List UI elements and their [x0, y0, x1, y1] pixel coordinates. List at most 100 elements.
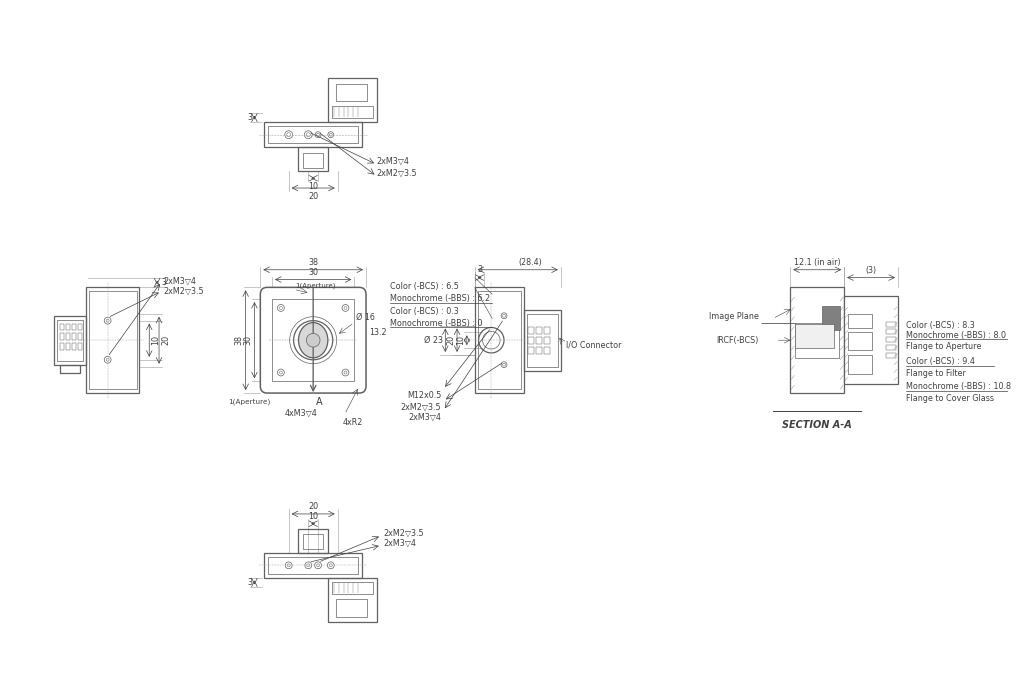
Bar [328, 78, 377, 122]
Bar [58, 320, 82, 360]
Bar [537, 328, 542, 335]
Bar [304, 533, 323, 550]
Bar [523, 310, 560, 370]
Text: Ø 16: Ø 16 [356, 313, 375, 321]
Text: 4xM3▽4: 4xM3▽4 [285, 409, 318, 418]
Text: Color (-BCS) : 0.3: Color (-BCS) : 0.3 [389, 307, 458, 316]
Bar [85, 288, 139, 393]
Bar [272, 299, 354, 382]
Text: 10: 10 [308, 512, 318, 521]
Text: 20: 20 [446, 335, 455, 345]
Text: 2xM3▽4: 2xM3▽4 [409, 412, 442, 421]
Bar [795, 323, 834, 348]
Bar [886, 330, 896, 335]
Bar [299, 528, 328, 553]
Text: 10: 10 [151, 335, 161, 345]
Bar [537, 337, 542, 344]
Text: Monochrome (-BBS) : 10.8: Monochrome (-BBS) : 10.8 [905, 382, 1010, 391]
Text: 20: 20 [161, 335, 170, 345]
Text: Monochrome (-BBS) : 8.0: Monochrome (-BBS) : 8.0 [905, 331, 1005, 340]
Bar [886, 345, 896, 350]
Bar [60, 343, 64, 350]
Bar [528, 347, 535, 354]
Bar [845, 296, 898, 384]
Text: 2xM3▽4: 2xM3▽4 [377, 157, 410, 166]
Text: 2xM2▽3.5: 2xM2▽3.5 [401, 402, 442, 412]
Text: Flange to Filter: Flange to Filter [905, 369, 966, 377]
Text: 2xM2▽3.5: 2xM2▽3.5 [383, 529, 424, 538]
Bar [265, 553, 363, 578]
FancyBboxPatch shape [261, 288, 366, 393]
Bar [60, 365, 79, 372]
Circle shape [306, 333, 320, 347]
Bar [299, 147, 328, 172]
Bar [89, 291, 137, 389]
Bar [336, 599, 367, 617]
Bar [66, 333, 70, 340]
Text: 3: 3 [247, 578, 252, 587]
Bar [526, 314, 558, 367]
Text: Color (-BCS) : 8.3: Color (-BCS) : 8.3 [905, 321, 974, 330]
Bar [66, 323, 70, 330]
Bar [60, 323, 64, 330]
Text: Color (-BCS) : 6.5: Color (-BCS) : 6.5 [389, 283, 458, 291]
Text: Monochrome (-BBS) : 6.2: Monochrome (-BBS) : 6.2 [389, 294, 489, 303]
Bar [537, 347, 542, 354]
Bar [544, 347, 550, 354]
Bar [886, 353, 896, 358]
Text: 3: 3 [477, 265, 482, 274]
Bar [478, 291, 520, 389]
Text: 3: 3 [247, 113, 252, 122]
Bar [336, 84, 367, 101]
Bar [544, 328, 550, 335]
Text: IRCF(-BCS): IRCF(-BCS) [717, 336, 759, 344]
Bar [72, 333, 76, 340]
Bar [265, 122, 363, 147]
Text: (28.4): (28.4) [518, 258, 542, 267]
Text: 4xR2: 4xR2 [343, 417, 363, 426]
Bar [328, 578, 377, 622]
Bar [78, 323, 81, 330]
Text: M12x0.5: M12x0.5 [407, 391, 442, 400]
Bar [78, 343, 81, 350]
Bar [304, 153, 323, 169]
Text: Monochrome (-BBS) : 0: Monochrome (-BBS) : 0 [389, 318, 482, 328]
Bar [60, 333, 64, 340]
Bar [822, 306, 839, 330]
Text: (3): (3) [865, 265, 877, 274]
Text: Image Plane: Image Plane [709, 312, 759, 321]
Bar [790, 288, 845, 393]
Ellipse shape [299, 323, 328, 358]
Text: 10: 10 [308, 182, 318, 191]
Text: 20: 20 [308, 192, 318, 201]
Text: A: A [316, 397, 322, 407]
Bar [78, 333, 81, 340]
Bar [886, 337, 896, 342]
Text: 10: 10 [456, 335, 465, 345]
Text: 38: 38 [235, 335, 244, 345]
Bar [795, 323, 839, 358]
Text: Flange to Aperture: Flange to Aperture [905, 342, 982, 351]
Text: 2xM3▽4: 2xM3▽4 [383, 539, 416, 548]
Text: 30: 30 [308, 267, 318, 276]
Text: 2xM2▽3.5: 2xM2▽3.5 [377, 169, 417, 178]
Text: 12.1 (in air): 12.1 (in air) [794, 258, 840, 267]
Text: 2xM2▽3.5: 2xM2▽3.5 [164, 287, 204, 296]
Text: I/O Connector: I/O Connector [565, 341, 621, 349]
Text: 20: 20 [308, 502, 318, 511]
Text: Flange to Cover Glass: Flange to Cover Glass [905, 394, 994, 403]
Bar [72, 323, 76, 330]
Text: 3: 3 [161, 278, 166, 287]
Bar [475, 288, 523, 393]
Text: 2xM3▽4: 2xM3▽4 [164, 277, 197, 286]
Bar [55, 316, 85, 365]
Bar [528, 328, 535, 335]
Text: Ø 23: Ø 23 [424, 336, 443, 344]
Bar [886, 321, 896, 326]
Bar [848, 355, 872, 374]
Bar [848, 314, 872, 328]
Text: 38: 38 [308, 258, 318, 267]
Bar [72, 343, 76, 350]
Bar [848, 332, 872, 350]
Text: 13.2: 13.2 [369, 328, 386, 337]
